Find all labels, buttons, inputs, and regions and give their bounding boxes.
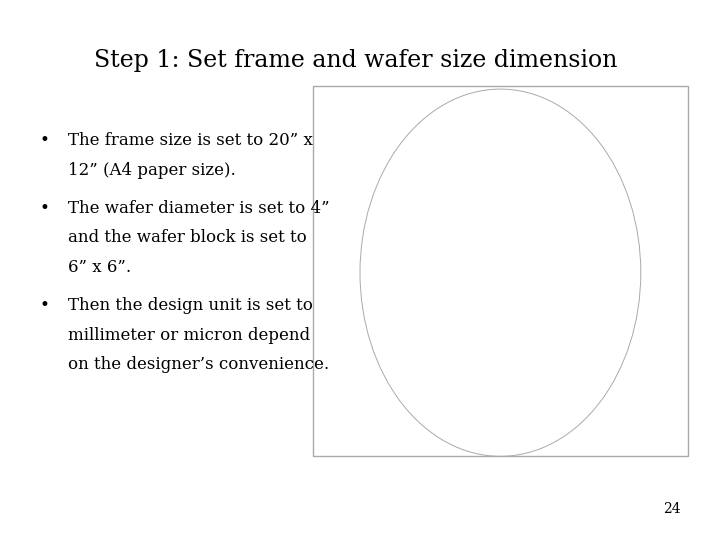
Text: The frame size is set to 20” x: The frame size is set to 20” x <box>68 132 313 149</box>
Text: on the designer’s convenience.: on the designer’s convenience. <box>68 356 330 373</box>
Text: Step 1: Set frame and wafer size dimension: Step 1: Set frame and wafer size dimensi… <box>94 49 617 72</box>
Text: Then the design unit is set to: Then the design unit is set to <box>68 297 313 314</box>
Text: 6” x 6”.: 6” x 6”. <box>68 259 132 276</box>
Text: •: • <box>40 297 50 314</box>
Bar <box>313 86 688 456</box>
Text: millimeter or micron depend: millimeter or micron depend <box>68 327 310 343</box>
Text: 12” (A4 paper size).: 12” (A4 paper size). <box>68 162 236 179</box>
Text: 24: 24 <box>663 502 680 516</box>
Text: •: • <box>40 132 50 149</box>
Text: and the wafer block is set to: and the wafer block is set to <box>68 230 307 246</box>
Text: The wafer diameter is set to 4”: The wafer diameter is set to 4” <box>68 200 330 217</box>
Text: •: • <box>40 200 50 217</box>
